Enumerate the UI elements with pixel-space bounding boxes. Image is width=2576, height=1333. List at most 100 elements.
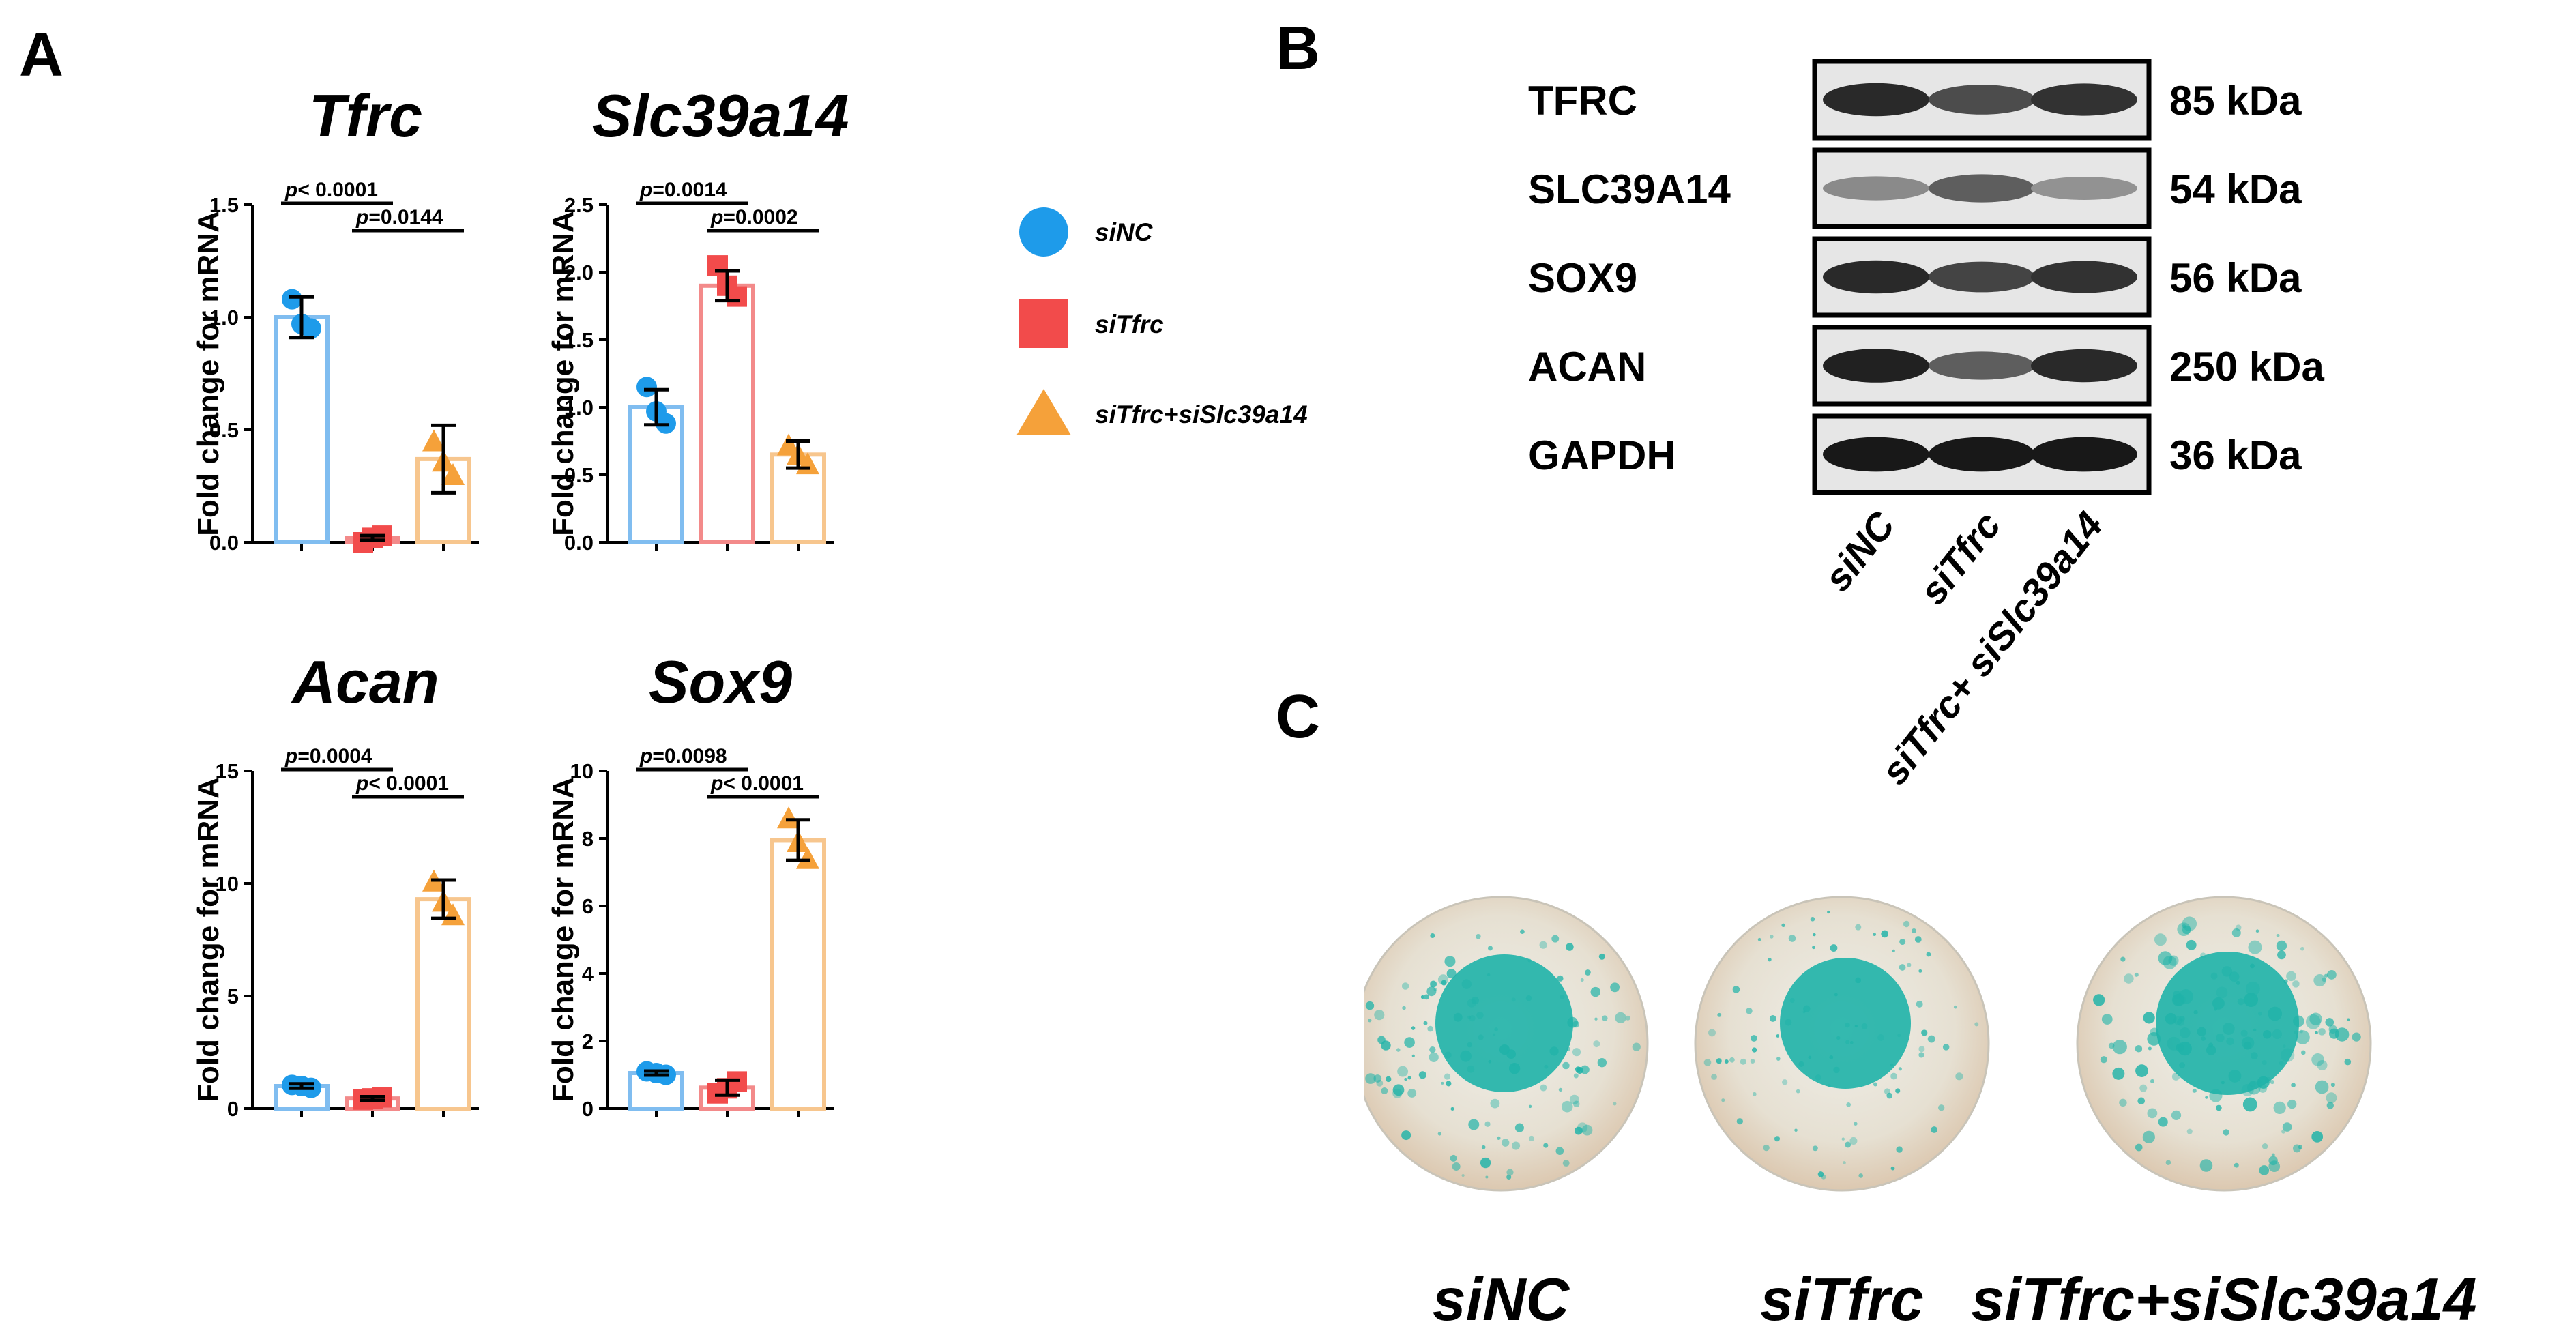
stain-speck [2154,933,2167,946]
panel-label-a: A [19,21,63,89]
stain-speck [2347,1018,2350,1021]
stain-speck [1373,1074,1382,1083]
stain-speck [1794,1128,1798,1132]
stain-speck [2216,1104,2222,1111]
stain-speck [1401,1130,1411,1141]
stain-speck [1368,1019,1372,1023]
stain-speck [2282,1122,2292,1132]
stain-speck [2300,1029,2303,1034]
stain-speck [1890,1166,1895,1171]
stain-speck [1886,1092,1893,1099]
stain-speck [1566,943,1574,951]
blot-kda-SOX9: 56 kDa [2169,255,2302,301]
stain-speck [1450,1154,1457,1162]
blot-band [1929,85,2035,115]
stain-speck [1846,1102,1851,1107]
y-tick-label: 0.0 [209,531,239,555]
stain-speck [1750,1059,1755,1064]
stain-speck [1411,1026,1416,1030]
stain-speck [1490,1098,1500,1109]
stain-speck [2248,940,2262,954]
stain-speck [1788,935,1796,942]
stain-speck [1914,936,1922,943]
y-axis-label: Fold change for mRNA [192,777,225,1102]
stain-speck [1907,963,1912,967]
legend-marker-sitfrc-sislc39a14 [1016,389,1071,435]
stain-speck [1892,949,1895,952]
stain-speck [1430,980,1437,988]
p-value-label: p=0.0002 [710,206,798,229]
stain-speck [1703,1059,1712,1066]
stain-speck [1873,1082,1877,1087]
panel-label-c: C [1276,683,1320,751]
stain-speck [2143,1012,2155,1024]
stain-speck [2309,1012,2322,1025]
y-tick-label: 2 [582,1029,594,1053]
stain-speck [1855,924,1862,931]
y-tick-label: 15 [216,759,239,783]
stain-speck [1437,1132,1441,1136]
stain-speck [1402,1006,1406,1010]
stain-speck [1426,986,1437,997]
alcian-blue-plates: siNC siTfrc siTfrc+siSlc39a14 [1364,896,2477,1330]
stain-speck [2148,1046,2152,1051]
blot-kda-GAPDH: 36 kDa [2169,433,2302,478]
stain-speck [1890,1072,1897,1080]
stain-speck [1845,1141,1852,1148]
stain-speck [1365,1001,1375,1010]
stain-speck [1374,1010,1385,1021]
stain-speck [1873,933,1877,937]
stain-speck [2325,1018,2334,1027]
blot-band [1823,83,1929,117]
plate-label: siTfrc [1760,1265,1924,1330]
chart-title: Tfrc [309,89,422,149]
micromass-center [2156,952,2299,1095]
stain-speck [1557,975,1564,982]
stain-speck [1562,1061,1570,1070]
blot-band [1929,351,2035,380]
stain-speck [2276,933,2280,937]
stain-speck [1927,1035,1935,1043]
stain-speck [1821,1174,1826,1180]
stain-speck [1396,1048,1401,1052]
stain-speck [1782,1079,1788,1085]
stain-speck [1796,1089,1800,1094]
blot-protein-TFRC: TFRC [1528,78,1637,123]
blot-band [1823,349,1929,383]
stain-speck [2300,946,2304,951]
stain-speck [1514,1123,1524,1132]
stain-speck [1817,1171,1824,1177]
stain-speck [2186,939,2197,950]
stain-speck [1411,1054,1415,1057]
stain-speck [2262,1143,2268,1149]
stain-speck [1461,1173,1465,1177]
blot-band [1823,176,1929,201]
bar-siNC [274,315,330,544]
stain-speck [2273,1101,2286,1115]
stain-speck [2315,1080,2329,1094]
stain-speck [2317,1059,2328,1070]
stain-speck [1830,944,1838,952]
stain-speck [2171,1110,2182,1121]
stain-speck [1424,994,1429,1000]
stain-speck [1468,1119,1480,1130]
stain-speck [1580,978,1584,982]
stain-speck [1381,1087,1388,1094]
y-tick-label: 4 [582,962,594,986]
stain-speck [1810,917,1815,922]
stain-speck [1711,1074,1717,1080]
stain-speck [1903,920,1910,928]
stain-speck [2165,1160,2171,1165]
stain-speck [1446,1081,1452,1087]
stain-speck [1881,930,1888,938]
stain-speck [2142,1130,2155,1143]
stain-speck [1528,1104,1532,1109]
stain-speck [1812,1145,1818,1152]
stain-speck [2108,1042,2115,1049]
stain-speck [1407,1076,1411,1080]
data-point [422,429,445,452]
stain-speck [1716,1058,1722,1064]
stain-speck [2315,1031,2318,1034]
